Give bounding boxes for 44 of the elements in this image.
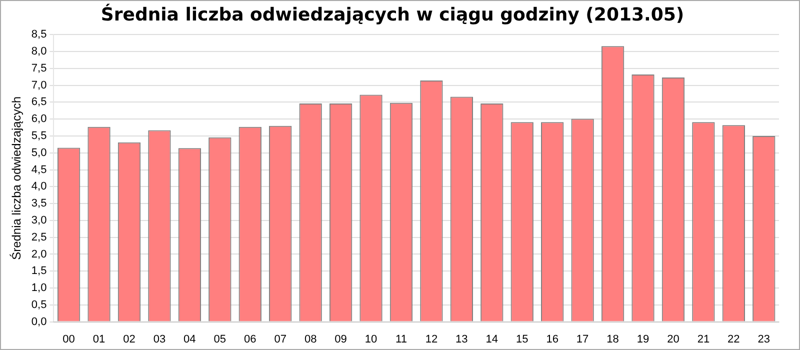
- x-tick-label: 16: [546, 333, 558, 346]
- x-tick-label: 22: [728, 333, 740, 346]
- y-tick-label: 3,0: [31, 214, 47, 226]
- x-tick-label: 02: [123, 333, 136, 346]
- y-tick-label: 4,5: [31, 164, 47, 176]
- y-tick-label: 1,5: [31, 265, 47, 278]
- x-tick-label: 11: [396, 333, 407, 346]
- x-tick-label: 04: [184, 333, 196, 346]
- y-tick-label: 4,0: [31, 180, 47, 193]
- x-tick-label: 20: [667, 333, 680, 346]
- x-tick-label: 17: [576, 333, 589, 346]
- x-tick-label: 14: [486, 333, 498, 346]
- x-tick-label: 15: [516, 333, 528, 346]
- y-tick-label: 0,0: [31, 316, 47, 328]
- y-tick-label: 1,0: [31, 282, 47, 294]
- x-tick-label: 00: [62, 333, 75, 346]
- x-tick-label: 10: [364, 333, 378, 346]
- chart-title: Średnia liczba odwiedzających w ciągu godziny (2013.05): [100, 3, 684, 26]
- y-tick-label: 6,0: [31, 113, 47, 126]
- y-tick-label: 6,5: [31, 96, 47, 108]
- y-tick-label: 2,5: [31, 231, 47, 244]
- y-tick-label: 7,0: [31, 79, 47, 92]
- y-tick-label: 8,0: [31, 46, 47, 58]
- x-tick-label: 18: [606, 333, 619, 346]
- y-tick-label: 0,5: [31, 298, 47, 311]
- x-tick-label: 13: [456, 333, 468, 346]
- x-tick-label: 21: [697, 333, 710, 346]
- x-tick-label: 23: [758, 333, 770, 346]
- x-tick-label: 01: [92, 333, 106, 346]
- x-tick-label: 03: [153, 333, 166, 346]
- x-tick-label: 19: [636, 333, 650, 346]
- y-tick-label: 5,5: [31, 130, 47, 142]
- y-tick-label: 7,5: [31, 62, 47, 74]
- x-tick-label: 12: [425, 333, 438, 346]
- x-tick-label: 09: [334, 333, 347, 346]
- x-tick-label: 07: [274, 333, 286, 346]
- x-tick-label: 05: [214, 333, 226, 346]
- x-tick-label: 08: [304, 333, 317, 346]
- x-tick-label: 06: [244, 333, 256, 346]
- y-tick-label: 3,5: [31, 198, 47, 210]
- y-tick-label: 5,0: [31, 146, 47, 159]
- y-axis-title: Średnia liczba odwiedzających: [10, 96, 24, 260]
- y-tick-label: 8,5: [31, 28, 47, 41]
- y-tick-label: 2,0: [31, 248, 47, 260]
